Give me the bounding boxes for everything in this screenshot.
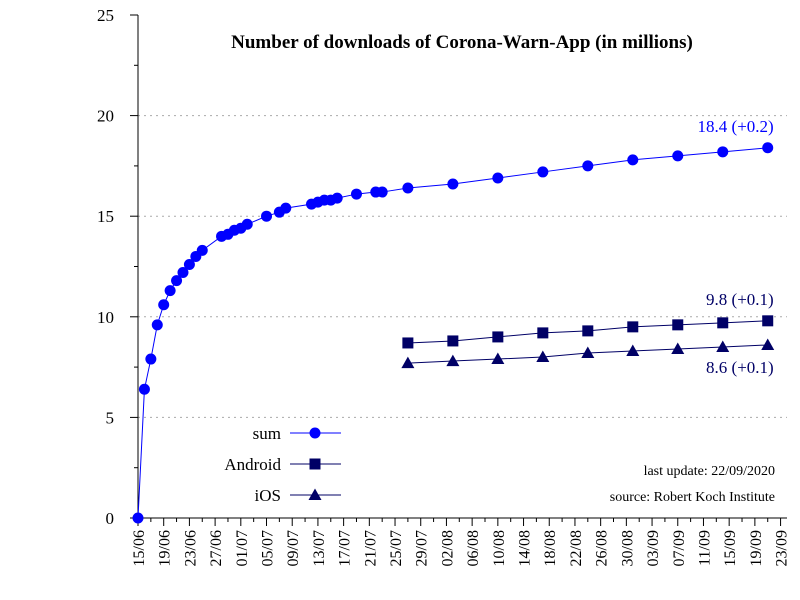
- x-tick-label: 15/09: [722, 530, 739, 566]
- x-tick-label: 19/09: [748, 530, 765, 566]
- source-note: source: Robert Koch Institute: [610, 490, 775, 505]
- data-point-android: [627, 321, 639, 333]
- data-point-ios: [536, 350, 550, 363]
- data-point-ios: [671, 342, 685, 354]
- data-point-android: [447, 335, 459, 347]
- x-tick-label: 11/09: [696, 530, 713, 566]
- data-point-ios: [491, 352, 505, 365]
- x-axis-ticks: 15/06 19/06 23/06 27/06 01/07 05/07 09/07 13/07…: [131, 518, 791, 566]
- series-sum: [132, 142, 774, 524]
- data-point-sum: [447, 178, 459, 190]
- x-tick-label: 15/06: [131, 530, 148, 566]
- data-point-sum: [164, 285, 176, 297]
- annotations: 18.4 (+0.2) 9.8 (+0.1) 8.6 (+0.1): [698, 117, 774, 377]
- x-tick-label: 07/09: [671, 530, 688, 566]
- annotation-android: 9.8 (+0.1): [706, 290, 774, 309]
- x-tick-label: 25/07: [388, 530, 405, 566]
- y-tick-label: 25: [97, 6, 114, 25]
- x-tick-label: 23/06: [182, 530, 199, 566]
- data-point-sum: [261, 210, 273, 222]
- x-tick-label: 23/09: [774, 530, 791, 566]
- y-tick-label: 10: [97, 308, 114, 327]
- data-point-sum: [132, 512, 144, 524]
- data-point-sum: [177, 267, 189, 279]
- notes: last update: 22/09/2020 source: Robert Ko…: [610, 464, 775, 505]
- x-tick-label: 29/07: [414, 530, 431, 566]
- data-point-sum: [627, 154, 639, 166]
- x-tick-label: 13/07: [311, 530, 328, 566]
- data-point-sum: [171, 275, 183, 287]
- data-point-sum: [151, 319, 163, 331]
- data-point-sum: [241, 218, 253, 230]
- data-point-ios: [581, 346, 595, 359]
- data-point-android: [537, 327, 549, 339]
- data-point-sum: [280, 202, 292, 214]
- data-point-sum: [402, 182, 414, 194]
- y-tick-label: 15: [97, 207, 114, 226]
- data-point-sum: [138, 383, 150, 395]
- data-point-sum: [582, 160, 594, 172]
- data-point-sum: [672, 150, 684, 162]
- x-tick-label: 05/07: [260, 530, 277, 566]
- legend: sum Android iOS: [224, 424, 341, 505]
- last-update-note: last update: 22/09/2020: [644, 464, 775, 479]
- axes: [137, 15, 787, 519]
- data-point-android: [402, 337, 414, 349]
- data-point-ios: [446, 354, 460, 367]
- x-tick-label: 03/09: [645, 530, 662, 566]
- data-point-ios: [626, 344, 640, 357]
- data-point-android: [492, 331, 504, 343]
- data-point-ios: [716, 340, 730, 352]
- data-point-sum: [492, 172, 504, 184]
- data-point-sum: [331, 192, 343, 204]
- y-axis-ticks: 0 5 10 15 20 25: [97, 6, 138, 528]
- x-tick-label: 18/08: [542, 530, 559, 566]
- legend-label-android: Android: [224, 455, 281, 474]
- x-tick-label: 21/07: [362, 530, 379, 566]
- data-point-sum: [196, 244, 208, 256]
- x-tick-label: 06/08: [465, 530, 482, 566]
- series-android: [402, 315, 774, 349]
- data-point-sum: [350, 188, 362, 200]
- data-point-android: [582, 325, 594, 337]
- grid-lines: [138, 115, 787, 418]
- x-tick-label: 30/08: [619, 530, 636, 566]
- series-layer: [132, 142, 775, 524]
- data-point-sum: [376, 186, 388, 198]
- x-tick-label: 02/08: [439, 530, 456, 566]
- legend-marker-ios: [308, 488, 322, 500]
- x-tick-label: 19/06: [157, 530, 174, 566]
- data-point-sum: [717, 146, 729, 158]
- data-point-sum: [183, 258, 195, 270]
- x-tick-label: 17/07: [337, 530, 354, 566]
- x-tick-label: 27/06: [208, 530, 225, 566]
- chart-title: Number of downloads of Corona-Warn-App (…: [231, 32, 693, 53]
- x-tick-label: 14/08: [517, 530, 534, 566]
- data-point-sum: [158, 299, 170, 311]
- data-point-android: [672, 319, 684, 331]
- y-tick-label: 20: [97, 107, 114, 126]
- data-point-ios: [761, 338, 775, 350]
- data-point-sum: [537, 166, 549, 178]
- legend-label-sum: sum: [253, 424, 281, 443]
- legend-marker-android: [309, 458, 321, 470]
- data-point-android: [762, 315, 774, 327]
- data-point-ios: [401, 356, 415, 369]
- x-tick-label: 09/07: [285, 530, 302, 566]
- x-tick-label: 22/08: [568, 530, 585, 566]
- series-ios: [401, 338, 775, 369]
- data-point-sum: [145, 353, 157, 365]
- x-tick-label: 26/08: [594, 530, 611, 566]
- annotation-sum: 18.4 (+0.2): [698, 117, 774, 136]
- annotation-ios: 8.6 (+0.1): [706, 358, 774, 377]
- data-point-sum: [762, 142, 774, 154]
- legend-marker-sum: [309, 427, 321, 439]
- x-tick-label: 01/07: [234, 530, 251, 566]
- legend-label-ios: iOS: [255, 486, 281, 505]
- y-tick-label: 0: [106, 509, 115, 528]
- data-point-android: [717, 317, 729, 329]
- x-tick-label: 10/08: [491, 530, 508, 566]
- y-tick-label: 5: [106, 408, 115, 427]
